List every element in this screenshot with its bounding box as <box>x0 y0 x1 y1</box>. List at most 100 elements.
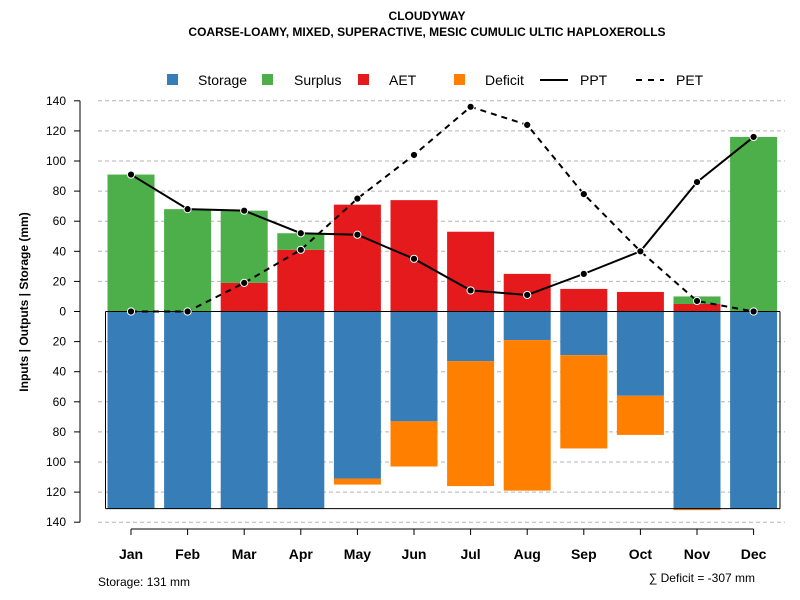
x-tick-label: Mar <box>232 546 257 562</box>
storage-bar <box>277 311 325 509</box>
pet-point <box>353 194 362 203</box>
x-tick-label: May <box>344 546 371 562</box>
aet-bar <box>447 231 495 312</box>
pet-point <box>126 307 136 316</box>
x-tick-label: Nov <box>684 546 711 562</box>
x-tick-label: Jul <box>460 546 480 562</box>
pet-point <box>579 190 588 199</box>
chart-subtitle: COARSE-LOAMY, MIXED, SUPERACTIVE, MESIC … <box>188 25 665 39</box>
y-axis-label: Inputs | Outputs | Storage (mm) <box>17 212 31 391</box>
ppt-point <box>183 205 192 214</box>
surplus-bar <box>730 136 778 312</box>
storage-bar <box>107 311 155 509</box>
storage-bar <box>616 311 664 396</box>
storage-bar <box>333 311 381 479</box>
y-tick-label: 80 <box>53 184 67 198</box>
grid-layer <box>98 100 785 523</box>
footer-deficit: ∑ Deficit = -307 mm <box>649 571 755 585</box>
y-tick-label: 100 <box>46 154 66 168</box>
deficit-bar <box>390 421 438 467</box>
x-tick-label: Jan <box>119 546 143 562</box>
y-tick-label: 20 <box>53 335 67 349</box>
ppt-point <box>749 132 758 142</box>
y-tick-label: 60 <box>53 395 67 409</box>
deficit-bar <box>673 508 721 511</box>
ppt-point <box>409 254 419 263</box>
y-tick-label: 140 <box>46 94 66 108</box>
ppt-point <box>636 247 645 256</box>
chart-title: CLOUDYWAY <box>389 9 466 23</box>
bar-layer <box>107 136 778 511</box>
ppt-legend-label: PPT <box>580 72 608 88</box>
ppt-point <box>523 290 532 300</box>
y-tick-label: 100 <box>46 455 66 469</box>
storage-legend-label: Storage <box>198 72 247 88</box>
y-tick-label: 40 <box>53 365 67 379</box>
ppt-point <box>579 269 588 278</box>
deficit-bar <box>447 361 495 487</box>
storage-bar <box>503 311 551 341</box>
pet-legend-label: PET <box>676 72 704 88</box>
storage-bar <box>220 311 268 509</box>
storage-bar <box>673 311 721 509</box>
storage-bar <box>730 311 778 509</box>
storage-bar <box>164 311 212 509</box>
surplus-bar <box>107 174 155 312</box>
storage-bar <box>560 311 608 356</box>
pet-line <box>131 105 754 313</box>
pet-point <box>692 296 702 306</box>
pet-point <box>296 245 305 254</box>
y-tick-label: 20 <box>53 274 67 288</box>
surplus-legend-label: Surplus <box>294 72 341 88</box>
pet-point <box>466 102 475 111</box>
ppt-line <box>130 136 755 296</box>
y-tick-label: 80 <box>53 425 67 439</box>
ppt-point <box>692 177 702 187</box>
x-tick-label: Jun <box>402 546 427 562</box>
storage-bar <box>390 311 438 422</box>
line-layer <box>126 102 758 316</box>
ppt-point <box>296 229 305 238</box>
deficit-bar <box>333 478 381 485</box>
aet-legend-swatch <box>358 74 369 85</box>
deficit-bar <box>616 395 664 435</box>
y-tick-label: 40 <box>53 244 67 258</box>
pet-point <box>749 307 758 316</box>
ppt-point <box>466 286 475 295</box>
y-tick-label: 0 <box>59 305 66 319</box>
storage-legend-swatch <box>167 74 178 85</box>
deficit-bar <box>503 340 551 491</box>
storage-bar <box>447 311 495 362</box>
x-tick-label: Apr <box>289 546 314 562</box>
surplus-bar <box>220 210 268 283</box>
x-tick-label: Aug <box>514 546 541 562</box>
ppt-point <box>126 170 136 179</box>
pet-point <box>409 150 419 160</box>
y-tick-label: 120 <box>46 124 66 138</box>
x-tick-label: Dec <box>741 546 767 562</box>
ppt-point <box>240 206 249 215</box>
surplus-bar <box>277 233 325 250</box>
y-tick-label: 120 <box>46 485 66 499</box>
x-tick-label: Sep <box>571 546 597 562</box>
axis-layer: 140 120 100 80 60 40 20 0 20 40 60 80 100 120 140 Jan Fe… <box>46 94 781 562</box>
aet-bar <box>616 291 664 312</box>
pet-point <box>523 120 532 129</box>
pet-point <box>183 307 192 316</box>
y-tick-label: 60 <box>53 214 67 228</box>
ppt-point <box>353 230 362 239</box>
legend: Storage Surplus AET Deficit PPT PET <box>167 72 704 88</box>
x-tick-label: Feb <box>175 546 200 562</box>
footer-storage: Storage: 131 mm <box>98 575 190 589</box>
deficit-legend-label: Deficit <box>485 72 524 88</box>
aet-bar <box>220 282 268 312</box>
deficit-legend-swatch <box>454 74 465 85</box>
y-tick-label: 140 <box>46 515 66 529</box>
surplus-bar <box>164 209 212 312</box>
aet-legend-label: AET <box>389 72 417 88</box>
deficit-bar <box>560 355 608 449</box>
aet-bar <box>673 303 721 312</box>
aet-bar <box>333 204 381 312</box>
